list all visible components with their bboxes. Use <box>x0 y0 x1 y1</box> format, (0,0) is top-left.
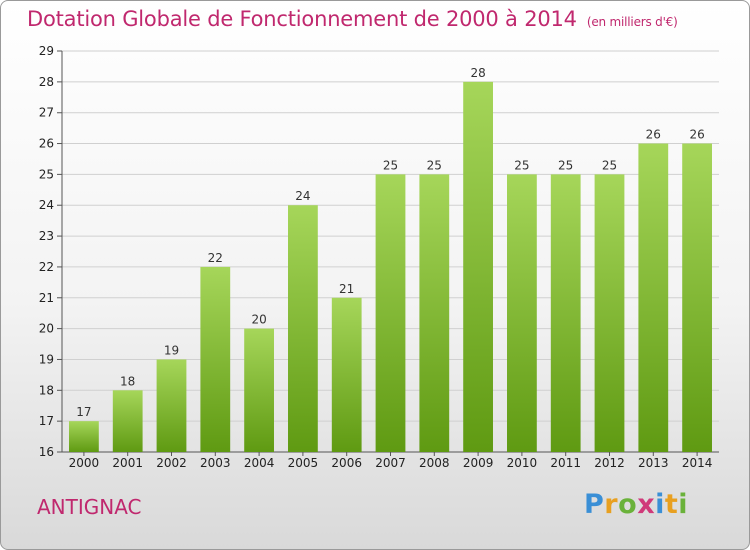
x-tick-label: 2014 <box>682 456 713 470</box>
bar <box>507 174 537 452</box>
bar <box>682 143 712 453</box>
bar <box>594 174 625 452</box>
bar <box>288 205 318 452</box>
x-tick-label: 2007 <box>375 456 406 470</box>
x-tick-label: 2002 <box>156 456 187 470</box>
bar-value-label: 25 <box>427 158 442 172</box>
x-tick-label: 2003 <box>200 456 231 470</box>
bar-value-label: 25 <box>602 158 617 172</box>
bar-value-label: 21 <box>339 282 354 296</box>
y-tick-label: 26 <box>39 137 54 151</box>
bar <box>550 174 581 452</box>
bar-value-label: 25 <box>558 158 573 172</box>
y-tick-label: 19 <box>39 352 54 366</box>
bars <box>69 81 712 453</box>
axes: 16 17 18 19 20 21 22 23 24 25 26 27 28 29 2000 2001 2002… <box>39 44 719 470</box>
x-tick-label: 2000 <box>69 456 100 470</box>
logo-letter: P <box>584 489 605 520</box>
x-tick-label: 2012 <box>594 456 625 470</box>
logo-letter: i <box>678 489 689 520</box>
bar <box>244 328 274 452</box>
logo-letter: t <box>664 489 679 520</box>
x-tick-label: 2013 <box>638 456 669 470</box>
bar-value-label: 19 <box>164 343 179 357</box>
bar <box>331 297 362 452</box>
y-tick-label: 22 <box>39 260 54 274</box>
bar <box>638 143 669 453</box>
bar <box>375 174 406 452</box>
x-tick-label: 2006 <box>331 456 362 470</box>
city-name: ANTIGNAC <box>37 495 142 519</box>
y-tick-label: 16 <box>39 445 54 459</box>
y-tick-label: 29 <box>39 44 54 58</box>
x-tick-label: 2009 <box>463 456 494 470</box>
value-labels: 17 18 19 22 20 24 21 25 25 28 25 25 25 26 26 <box>76 66 704 419</box>
x-tick-label: 2004 <box>244 456 275 470</box>
proxiti-logo[interactable]: Proxiti <box>584 489 688 520</box>
y-tick-label: 24 <box>39 198 54 212</box>
bar-value-label: 28 <box>470 66 485 80</box>
logo-letter: o <box>618 489 638 520</box>
x-tick-label: 2001 <box>112 456 143 470</box>
y-tick-label: 23 <box>39 229 54 243</box>
bar-value-label: 17 <box>76 405 91 419</box>
y-tick-label: 21 <box>39 291 54 305</box>
bar <box>463 81 493 452</box>
x-tick-label: 2005 <box>288 456 319 470</box>
bar <box>69 421 99 452</box>
bar-value-label: 25 <box>383 158 398 172</box>
logo-letter: r <box>604 489 619 520</box>
y-tick-label: 17 <box>39 414 54 428</box>
x-tick-label: 2010 <box>507 456 538 470</box>
bar <box>419 174 450 452</box>
bar-value-label: 20 <box>251 313 266 327</box>
bar <box>156 359 187 452</box>
logo-letter: x <box>637 489 656 520</box>
chart-title-text: Dotation Globale de Fonctionnement de 20… <box>27 7 577 31</box>
chart-unit: (en milliers d'€) <box>586 15 678 29</box>
bar <box>200 266 231 452</box>
logo-letter: i <box>655 489 665 520</box>
y-tick-label: 28 <box>39 75 54 89</box>
chart-title: Dotation Globale de Fonctionnement de 20… <box>27 7 678 31</box>
bar-value-label: 18 <box>120 374 135 388</box>
y-tick-label: 25 <box>39 167 54 181</box>
bar-value-label: 26 <box>689 128 704 142</box>
x-tick-label: 2008 <box>419 456 450 470</box>
y-tick-label: 18 <box>39 383 54 397</box>
bar-value-label: 22 <box>208 251 223 265</box>
y-tick-label: 20 <box>39 322 54 336</box>
bar-value-label: 24 <box>295 189 310 203</box>
y-tick-label: 27 <box>39 106 54 120</box>
x-tick-label: 2011 <box>550 456 581 470</box>
bar-value-label: 26 <box>646 128 661 142</box>
bar <box>112 390 143 452</box>
bar-value-label: 25 <box>514 158 529 172</box>
